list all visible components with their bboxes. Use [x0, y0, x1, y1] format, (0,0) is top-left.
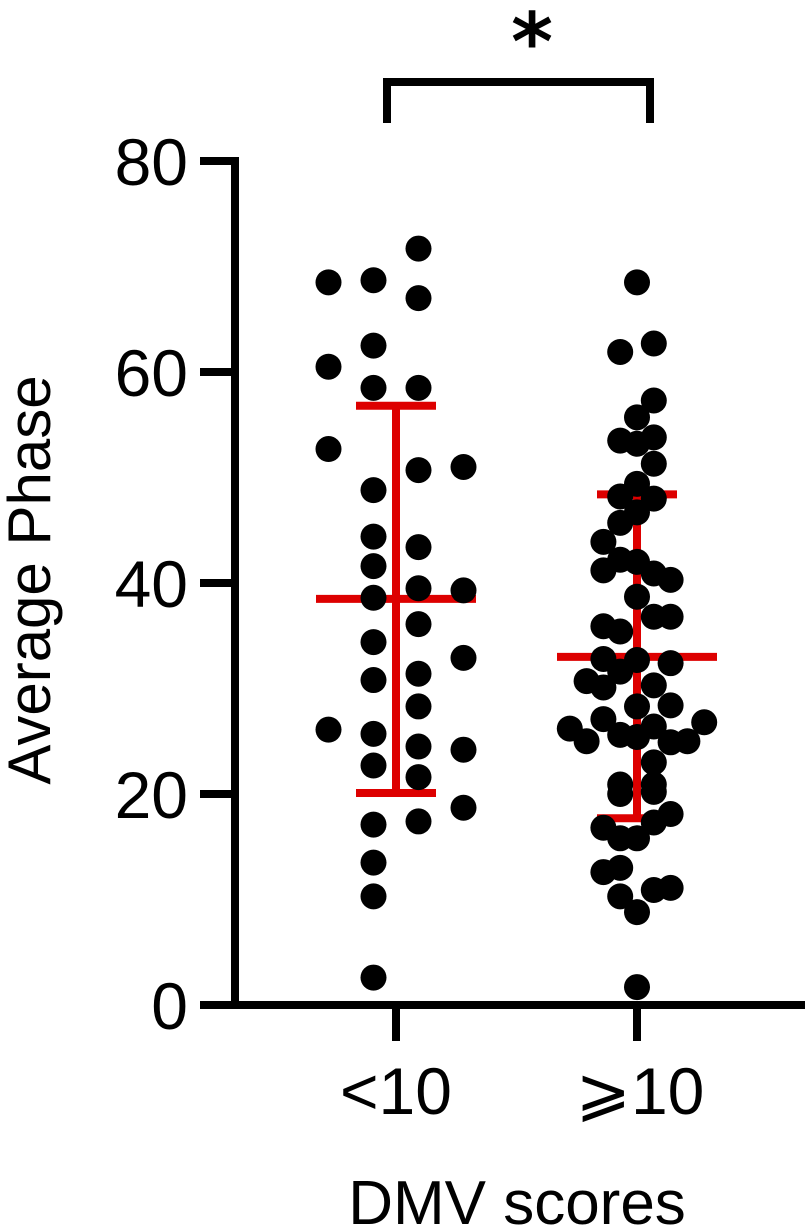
x-category-label-ge10: ⩾10 [576, 1054, 705, 1128]
data-point [450, 794, 477, 821]
data-point [640, 450, 667, 477]
data-point [315, 716, 342, 743]
data-point [590, 528, 617, 555]
data-point [590, 859, 617, 886]
data-point [450, 644, 477, 671]
data-point [360, 883, 387, 910]
data-point [405, 285, 432, 312]
data-point [624, 269, 650, 296]
data-point [405, 534, 432, 561]
data-point [315, 436, 342, 463]
data-point [640, 809, 667, 836]
data-point [360, 477, 387, 504]
data-point [640, 672, 667, 699]
data-point [360, 374, 387, 401]
significance-bracket [383, 78, 654, 123]
data-point [624, 583, 650, 610]
data-point [590, 706, 617, 733]
data-point [624, 974, 650, 1001]
axes [200, 157, 805, 1041]
data-point [624, 724, 650, 751]
data-point [640, 778, 667, 805]
data-point [315, 353, 342, 380]
data-point [450, 736, 477, 763]
data-point [607, 618, 634, 645]
data-point [360, 523, 387, 550]
data-point [360, 267, 387, 294]
data-point [607, 338, 634, 365]
data-point [607, 509, 634, 536]
data-point [657, 603, 684, 630]
data-point [624, 404, 650, 431]
y-tick-0: 0 [151, 969, 188, 1043]
data-point [640, 330, 667, 357]
data-point [450, 577, 477, 604]
data-point [590, 557, 617, 584]
data-point [360, 964, 387, 991]
data-point [450, 453, 477, 480]
data-point [315, 269, 342, 296]
data-point [624, 693, 650, 720]
data-point [360, 584, 387, 611]
data-point [590, 674, 617, 701]
x-category-label-lt10: <10 [340, 1054, 452, 1128]
y-tick-40: 40 [115, 547, 188, 621]
data-point [360, 752, 387, 779]
data-point [360, 811, 387, 838]
data-point [657, 692, 684, 719]
data-point [405, 693, 432, 720]
data-point [573, 728, 600, 755]
data-point [640, 749, 667, 776]
data-point [405, 764, 432, 791]
y-tick-80: 80 [115, 125, 188, 199]
x-axis-title: DMV scores [348, 1169, 686, 1232]
data-point [624, 825, 650, 852]
data-point [360, 629, 387, 656]
data-point [405, 733, 432, 760]
data-point [640, 387, 667, 414]
data-point [691, 709, 718, 736]
data-point [360, 553, 387, 580]
data-point [607, 781, 634, 807]
significance-star: * [511, 0, 553, 89]
y-tick-labels: 0 20 40 60 80 [115, 125, 188, 1043]
data-point [360, 720, 387, 747]
data-point [405, 660, 432, 687]
data-points [315, 235, 718, 1001]
y-tick-60: 60 [115, 336, 188, 410]
data-point [657, 566, 684, 593]
data-point [405, 457, 432, 484]
data-point [360, 332, 387, 359]
data-point [607, 658, 634, 685]
data-point [657, 729, 684, 756]
data-point [405, 611, 432, 638]
data-point [405, 808, 432, 835]
data-point [657, 650, 684, 677]
y-tick-20: 20 [115, 758, 188, 832]
data-point [607, 483, 634, 510]
data-point [624, 899, 650, 926]
data-point [360, 849, 387, 876]
data-point [405, 575, 432, 602]
data-point [405, 374, 432, 401]
data-point [640, 877, 667, 904]
data-point [607, 883, 634, 910]
data-point [405, 235, 432, 262]
data-point [624, 430, 650, 457]
y-axis-title: Average Phase [0, 375, 63, 784]
data-point [360, 667, 387, 694]
